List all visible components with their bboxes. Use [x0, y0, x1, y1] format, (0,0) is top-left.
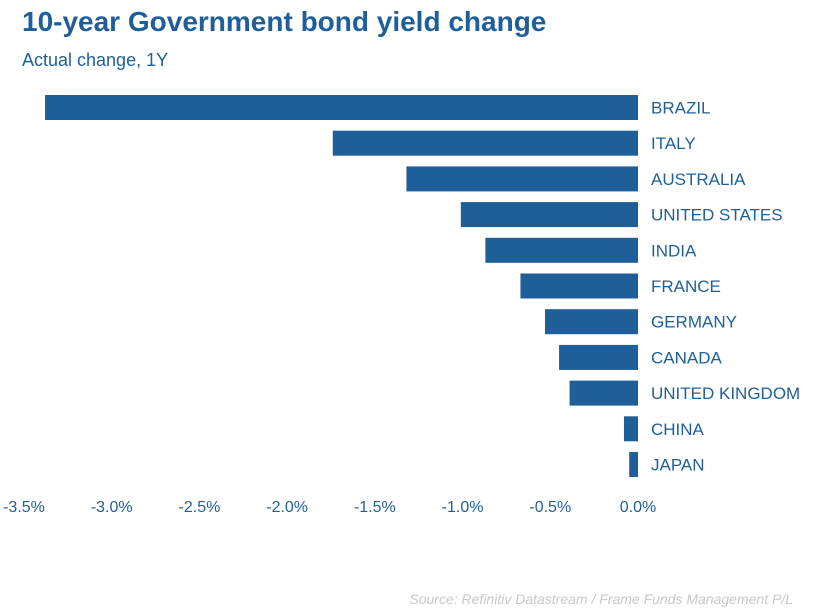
bar-canada	[559, 344, 638, 370]
category-label: FRANCE	[651, 277, 721, 296]
chart-subtitle: Actual change, 1Y	[22, 50, 169, 70]
category-label: AUSTRALIA	[651, 170, 746, 189]
category-label: BRAZIL	[651, 99, 711, 118]
bar-group	[45, 95, 638, 477]
bar-france	[520, 273, 638, 299]
bar-japan	[629, 452, 638, 477]
bar-china	[623, 416, 638, 442]
x-tick-label: -1.5%	[354, 499, 396, 516]
x-tick-label: -1.0%	[442, 499, 484, 516]
category-label: JAPAN	[651, 456, 705, 475]
x-tick-label: -2.0%	[266, 499, 308, 516]
category-label: UNITED STATES	[651, 206, 783, 225]
category-label: INDIA	[651, 241, 697, 260]
bar-germany	[545, 309, 638, 335]
x-tick-label: -2.5%	[179, 499, 221, 516]
category-label: CHINA	[651, 420, 705, 439]
bar-india	[485, 237, 638, 263]
bar-united-states	[460, 202, 638, 228]
x-axis-tick-labels: -3.5% -3.0% -2.5% -2.0% -1.5% -1.0% -0.5% 0.0%	[3, 499, 656, 516]
source-note: Source: Refinitiv Datastream / Frame Fun…	[409, 591, 793, 607]
bar-italy	[332, 130, 638, 156]
category-label: UNITED KINGDOM	[651, 384, 800, 403]
bar-brazil	[45, 95, 638, 120]
bar-united-kingdom	[569, 380, 638, 406]
x-tick-label: 0.0%	[620, 499, 656, 516]
x-tick-label: -3.5%	[3, 499, 45, 516]
category-label: ITALY	[651, 134, 696, 153]
category-labels: BRAZIL ITALY AUSTRALIA UNITED STATES INDIA FR…	[651, 99, 800, 475]
bar-australia	[406, 166, 638, 192]
x-tick-label: -3.0%	[91, 499, 133, 516]
category-label: GERMANY	[651, 313, 737, 332]
chart-title: 10-year Government bond yield change	[22, 6, 547, 37]
category-label: CANADA	[651, 348, 723, 367]
x-tick-label: -0.5%	[529, 499, 571, 516]
